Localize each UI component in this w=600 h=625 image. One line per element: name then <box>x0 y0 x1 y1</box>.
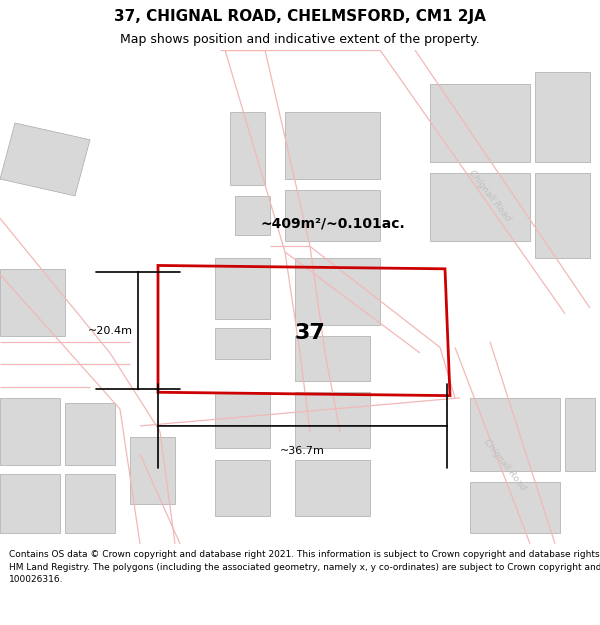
Polygon shape <box>470 398 560 471</box>
Text: 37: 37 <box>295 322 325 342</box>
Polygon shape <box>230 112 265 184</box>
Polygon shape <box>0 474 60 532</box>
Polygon shape <box>215 392 270 448</box>
Text: 37, CHIGNAL ROAD, CHELMSFORD, CM1 2JA: 37, CHIGNAL ROAD, CHELMSFORD, CM1 2JA <box>114 9 486 24</box>
Polygon shape <box>295 459 370 516</box>
Polygon shape <box>295 392 370 448</box>
Polygon shape <box>65 474 115 532</box>
Polygon shape <box>65 404 115 465</box>
Polygon shape <box>215 328 270 359</box>
Text: ~36.7m: ~36.7m <box>280 446 325 456</box>
Polygon shape <box>215 459 270 516</box>
Text: ~20.4m: ~20.4m <box>88 326 133 336</box>
Polygon shape <box>535 72 590 162</box>
Polygon shape <box>430 173 530 241</box>
Polygon shape <box>430 84 530 162</box>
Polygon shape <box>295 258 380 325</box>
Polygon shape <box>535 173 590 258</box>
Text: Chignall Road: Chignall Road <box>467 169 513 223</box>
Polygon shape <box>215 258 270 319</box>
Polygon shape <box>295 336 370 381</box>
Text: Contains OS data © Crown copyright and database right 2021. This information is : Contains OS data © Crown copyright and d… <box>9 550 600 584</box>
Text: Map shows position and indicative extent of the property.: Map shows position and indicative extent… <box>120 32 480 46</box>
Polygon shape <box>0 123 90 196</box>
Polygon shape <box>285 190 380 241</box>
Polygon shape <box>0 269 65 336</box>
Polygon shape <box>565 398 595 471</box>
Polygon shape <box>0 398 60 465</box>
Polygon shape <box>470 482 560 532</box>
Polygon shape <box>235 196 270 235</box>
Polygon shape <box>285 112 380 179</box>
Text: ~409m²/~0.101ac.: ~409m²/~0.101ac. <box>260 217 405 231</box>
Polygon shape <box>130 437 175 504</box>
Text: Chignall Road: Chignall Road <box>482 438 528 493</box>
